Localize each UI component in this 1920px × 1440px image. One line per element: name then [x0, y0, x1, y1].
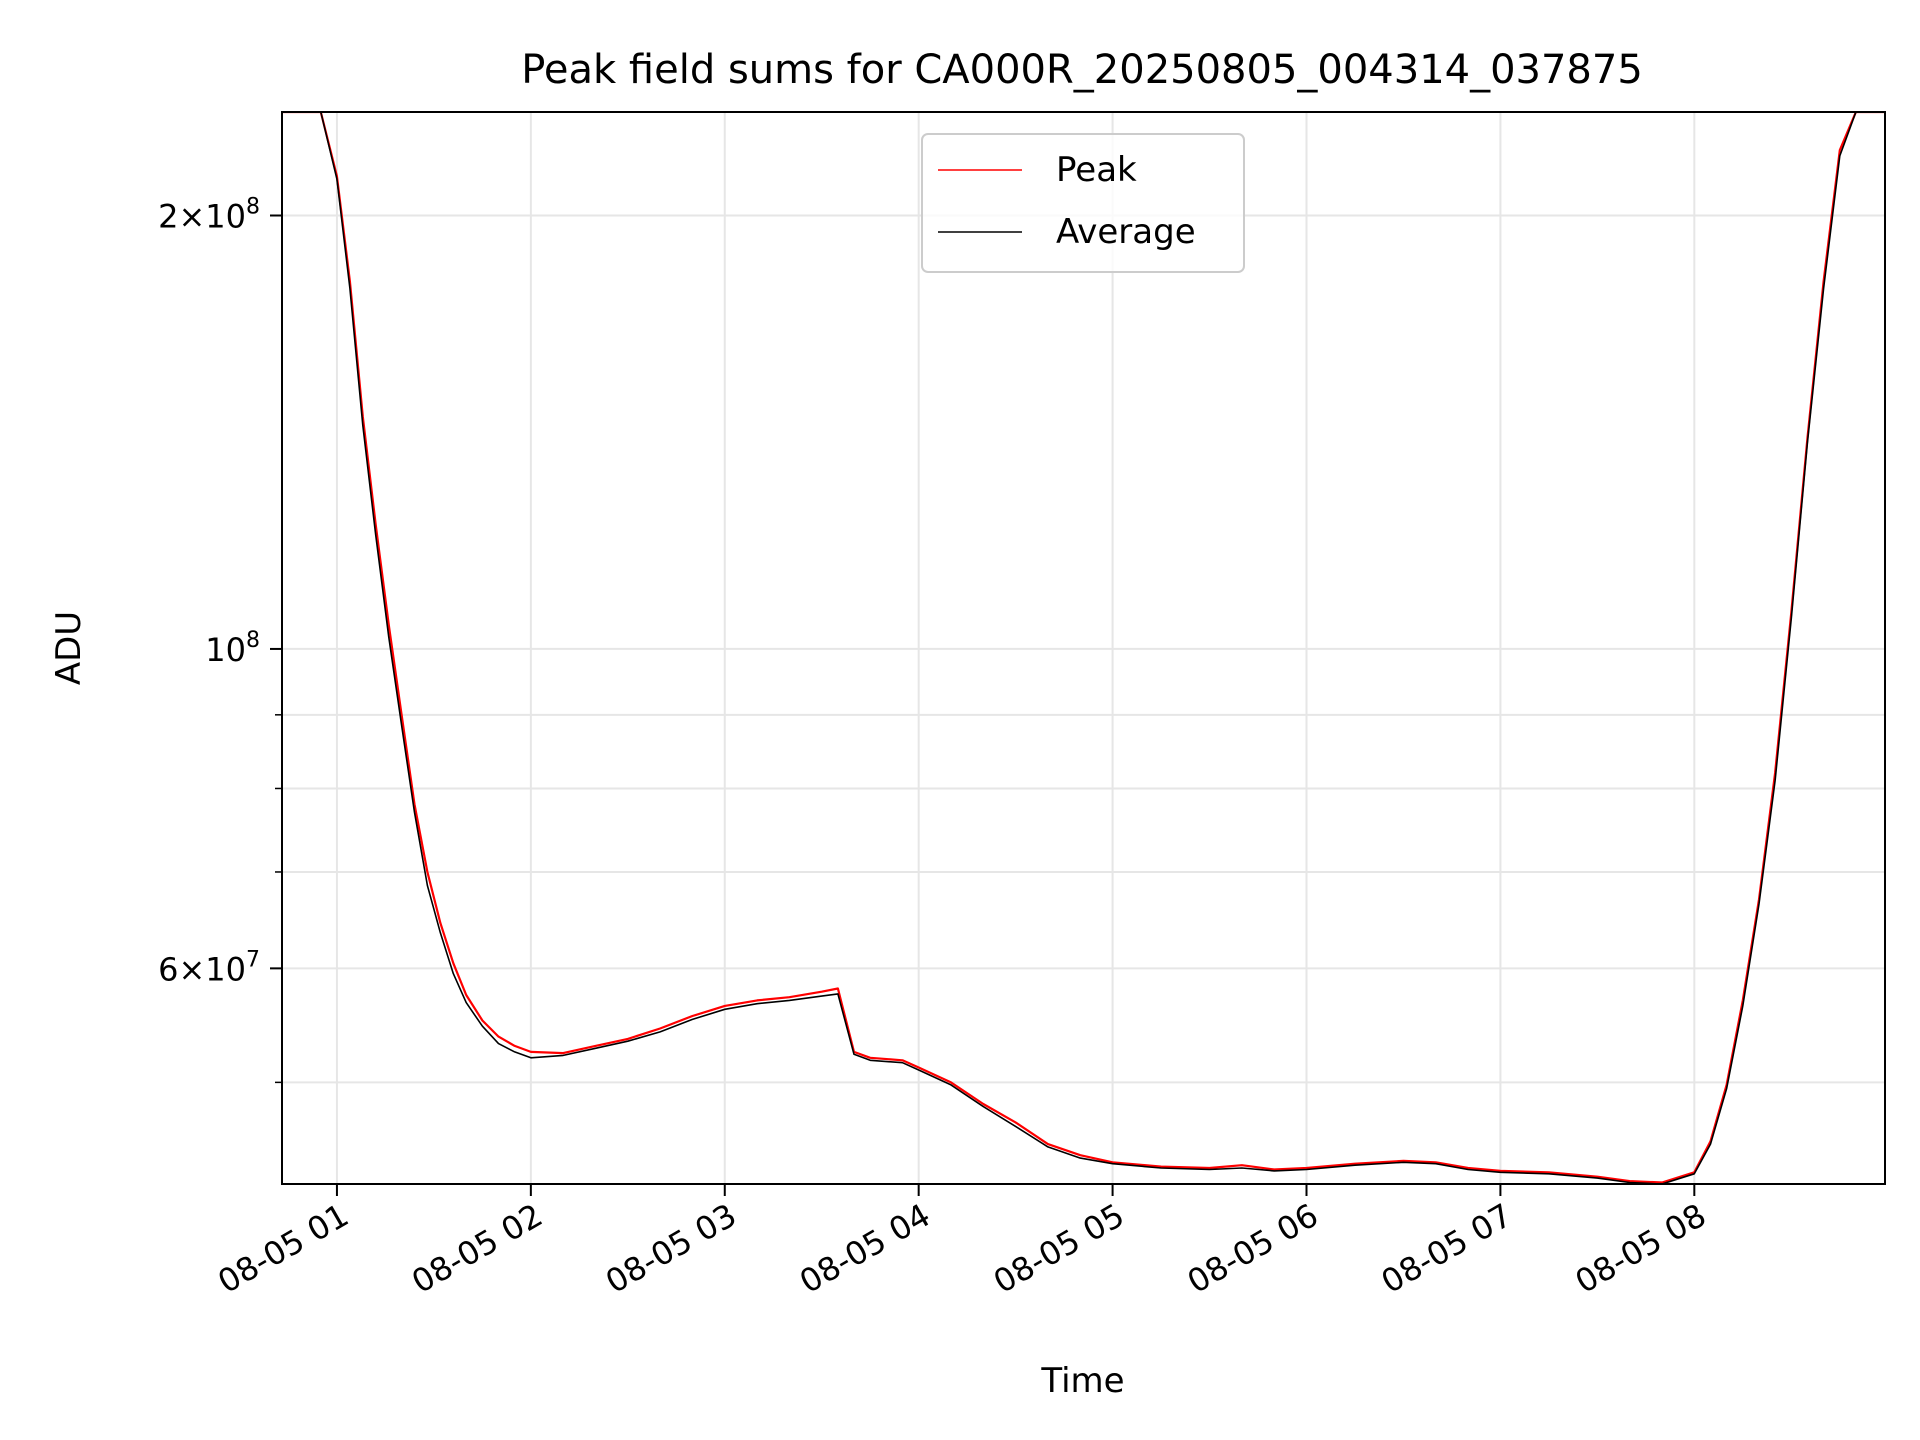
series-line-average: [282, 112, 1885, 1184]
series-lines: [282, 112, 1885, 1184]
chart-title: Peak field sums for CA000R_20250805_0043…: [521, 47, 1643, 93]
x-axis-title: Time: [1040, 1361, 1124, 1401]
y-tick-label: 2×108: [158, 194, 260, 235]
y-tick-label: 108: [205, 628, 260, 669]
legend-label-average: Average: [1056, 212, 1196, 252]
y-axis-ticks: 6×107 108 2×108: [158, 194, 282, 1084]
legend: Peak Average: [921, 133, 1245, 273]
series-line-peak: [282, 112, 1885, 1184]
y-axis-title: ADU: [49, 611, 89, 685]
legend-label-peak: Peak: [1056, 150, 1137, 190]
y-tick-label: 6×107: [158, 947, 260, 988]
legend-box: [921, 133, 1245, 273]
